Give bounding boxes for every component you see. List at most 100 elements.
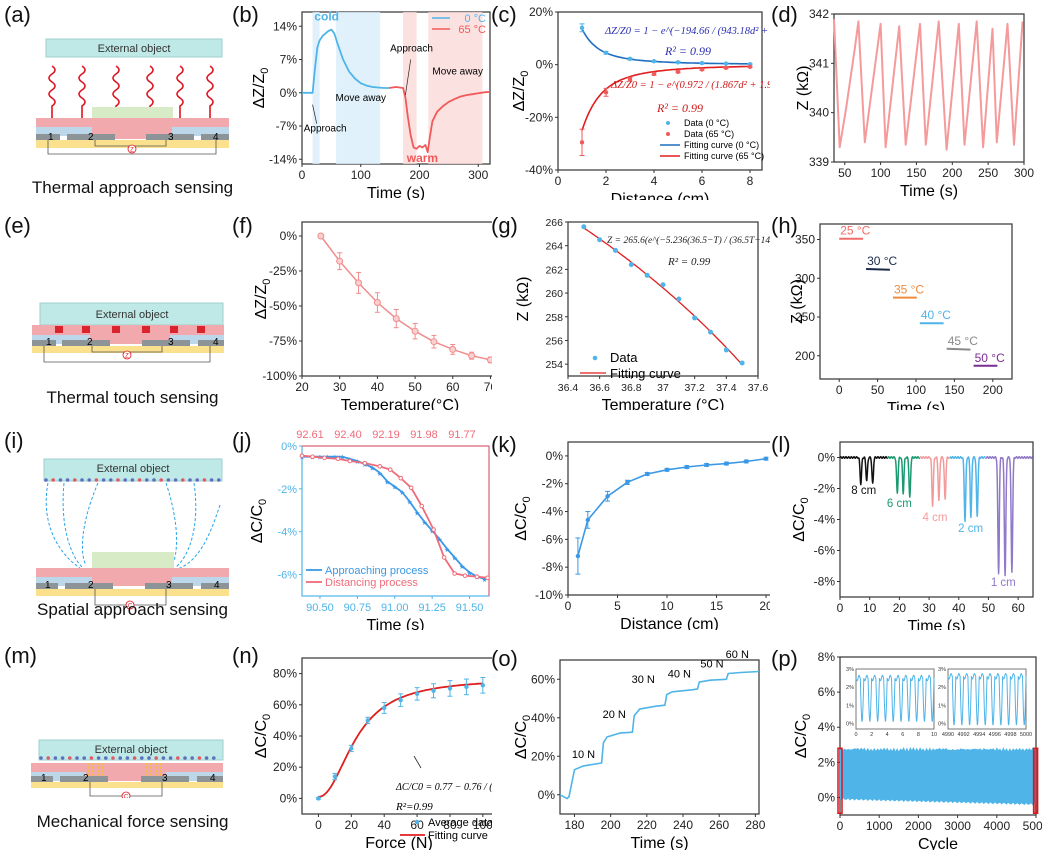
x-tick-label: 90.75 [344, 602, 372, 614]
charge-dot [210, 478, 214, 482]
data-point [700, 67, 704, 71]
highlight-region [1034, 748, 1038, 813]
data-point [748, 65, 752, 69]
charge-dot [147, 756, 151, 760]
data-point [676, 70, 680, 74]
fit-r2: R²=0.99 [395, 801, 433, 813]
data-marker [409, 486, 413, 490]
data-marker: ★ [444, 546, 450, 554]
annotation-warm: warm [406, 151, 438, 165]
x-tick-label: 36.4 [558, 382, 579, 394]
y-tick-label: 0% [546, 449, 564, 463]
legend-label-fit: Fitting curve [428, 830, 488, 842]
meter-label: Z [125, 354, 129, 360]
charge-dot [212, 756, 216, 760]
x-tick-label: 36.6 [589, 382, 610, 394]
x-axis-label: Temperature(°C) [341, 397, 459, 410]
x-tick-label: 200 [942, 166, 962, 180]
y-tick-label: 8% [818, 650, 836, 664]
step-label: 35 °C [894, 283, 924, 297]
x-tick-label: 4000 [983, 819, 1010, 833]
data-point [685, 465, 689, 469]
x-tick-label: 150 [906, 166, 926, 180]
y-tick-label: 340 [809, 106, 829, 120]
x-tick-label: 0 [299, 168, 306, 182]
subscript: 0 [799, 497, 811, 503]
y-axis-label: Z (kΩ) [515, 277, 532, 322]
charge-dot [68, 756, 72, 760]
data-marker: ★ [377, 470, 383, 478]
y-tick-label: 6% [818, 685, 836, 699]
external-object-label: External object [98, 43, 171, 55]
fit-equation-65C: ΔZ/Z0 = 1 − e^(0.972 / (1.867d² + 1.901)… [610, 80, 770, 91]
inset-x-tick-label: 8 [917, 732, 920, 738]
charge-dot [39, 756, 43, 760]
panel-label-e: (e) [4, 213, 31, 239]
caption-e: Thermal touch sensing [30, 388, 235, 408]
data-marker [432, 528, 436, 532]
data-marker [323, 456, 327, 460]
charge-dot [138, 478, 142, 482]
charge-dot [51, 478, 55, 482]
x-tick-label: 0 [555, 174, 562, 188]
data-marker: ★ [414, 509, 420, 517]
data-marker: ★ [459, 563, 465, 571]
fit-equation: Z = 265.6(e^(−5.236(36.5−T) / (36.5T−148… [607, 235, 770, 246]
shaded-region [336, 12, 380, 164]
x-tick-label: 10 [660, 599, 674, 613]
x-tick-label: 200 [601, 818, 621, 832]
x-tick-label: 91.25 [418, 602, 446, 614]
y-tick-label: 256 [545, 335, 563, 347]
electrode-label-2: 2 [83, 773, 89, 784]
data-marker [463, 574, 467, 578]
chart-d: 50 100 150 200 250 300339340341342Time (s)Z (… [790, 0, 1042, 200]
x-axis-label: Time (s) [887, 400, 945, 410]
inset-y-tick-label: 0% [938, 722, 946, 728]
data-point [645, 273, 650, 278]
data-point [676, 297, 681, 302]
y-tick-label: 0% [281, 441, 297, 453]
meter-label: Z [130, 148, 134, 154]
fitting-curve [584, 228, 742, 365]
y-tick-label: -8% [814, 575, 836, 589]
y-tick-label: 0% [538, 788, 556, 802]
charge-dot [44, 478, 48, 482]
charge-dot [174, 478, 178, 482]
subscript: 0 [261, 279, 273, 285]
charge-dot [111, 756, 115, 760]
step-line [866, 269, 890, 270]
y-axis-label: ΔC/C0 [793, 714, 813, 758]
y-tick-label: 0% [536, 58, 554, 72]
x-tick-label: 20 [295, 380, 309, 394]
charge-dot [152, 478, 156, 482]
charge-dot [75, 756, 79, 760]
diagram-mechanical-force: External object 1 2 3 4 C [30, 738, 235, 798]
x-tick-label: 300 [468, 168, 488, 182]
inset-x-tick-label: 4 [886, 732, 889, 738]
distance-label: 2 cm [958, 523, 983, 535]
charge-dot [95, 478, 99, 482]
x-tick-label: 50 [871, 383, 885, 397]
y-tick-label: -75% [269, 334, 297, 348]
y-tick-label: -10% [535, 588, 563, 602]
data-point [481, 683, 485, 687]
x-tick-label: 240 [673, 818, 693, 832]
data-marker: ★ [407, 499, 413, 507]
diagram-spatial-approach: External object 1 2 3 4 C [30, 455, 235, 615]
data-point [333, 774, 337, 778]
y-tick-label: 0% [280, 791, 298, 805]
data-point [412, 328, 418, 334]
meter-label: C [124, 795, 129, 799]
step-label: 30 °C [867, 254, 897, 268]
y-tick-label: 0% [280, 86, 298, 100]
data-point [586, 518, 590, 522]
electrode-label-3: 3 [168, 132, 174, 143]
electrode-label-1: 1 [46, 337, 52, 348]
x-axis-label: Time (s) [900, 183, 958, 200]
electrode-label-1: 1 [41, 773, 47, 784]
y-tick-label: 350 [795, 233, 815, 247]
plot-frame [568, 442, 770, 595]
data-marker [336, 457, 340, 461]
panel-label-m: (m) [4, 643, 37, 669]
data-point [676, 60, 680, 64]
